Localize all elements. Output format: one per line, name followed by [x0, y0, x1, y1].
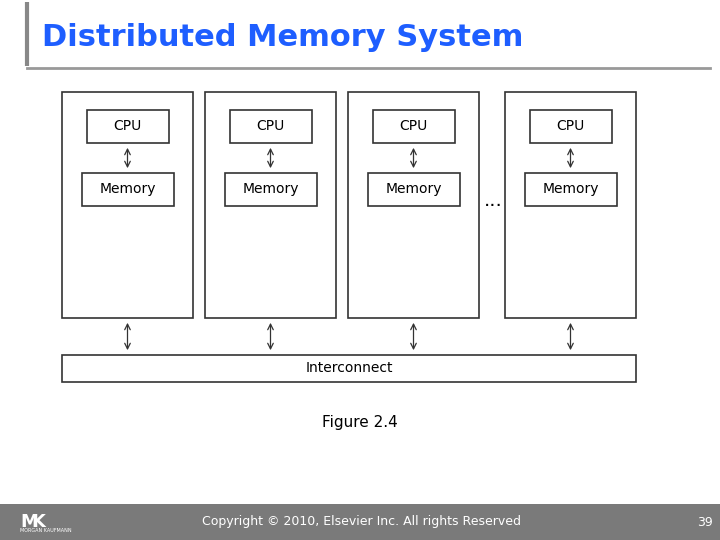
- Text: CPU: CPU: [113, 119, 142, 133]
- Bar: [81, 173, 174, 206]
- Text: M: M: [20, 513, 38, 531]
- Text: Memory: Memory: [242, 183, 299, 197]
- Text: CPU: CPU: [557, 119, 585, 133]
- Text: Figure 2.4: Figure 2.4: [322, 415, 398, 429]
- Text: Memory: Memory: [385, 183, 442, 197]
- Bar: [372, 110, 454, 143]
- Text: Copyright © 2010, Elsevier Inc. All rights Reserved: Copyright © 2010, Elsevier Inc. All righ…: [202, 516, 521, 529]
- Text: Distributed Memory System: Distributed Memory System: [42, 24, 523, 52]
- Text: CPU: CPU: [256, 119, 284, 133]
- Text: Memory: Memory: [542, 183, 599, 197]
- Bar: [367, 173, 459, 206]
- Bar: [62, 92, 193, 318]
- Bar: [0, 504, 720, 540]
- Bar: [348, 92, 479, 318]
- Text: 39: 39: [697, 516, 713, 529]
- Bar: [505, 92, 636, 318]
- Text: CPU: CPU: [400, 119, 428, 133]
- Bar: [524, 173, 616, 206]
- Text: Memory: Memory: [99, 183, 156, 197]
- Bar: [62, 355, 636, 382]
- Text: ...: ...: [484, 191, 503, 210]
- Bar: [205, 92, 336, 318]
- Bar: [230, 110, 312, 143]
- Bar: [529, 110, 611, 143]
- Text: Interconnect: Interconnect: [305, 361, 392, 375]
- Bar: [225, 173, 317, 206]
- Text: MORGAN KAUFMANN: MORGAN KAUFMANN: [20, 529, 71, 534]
- Bar: [86, 110, 168, 143]
- Text: K: K: [31, 513, 45, 531]
